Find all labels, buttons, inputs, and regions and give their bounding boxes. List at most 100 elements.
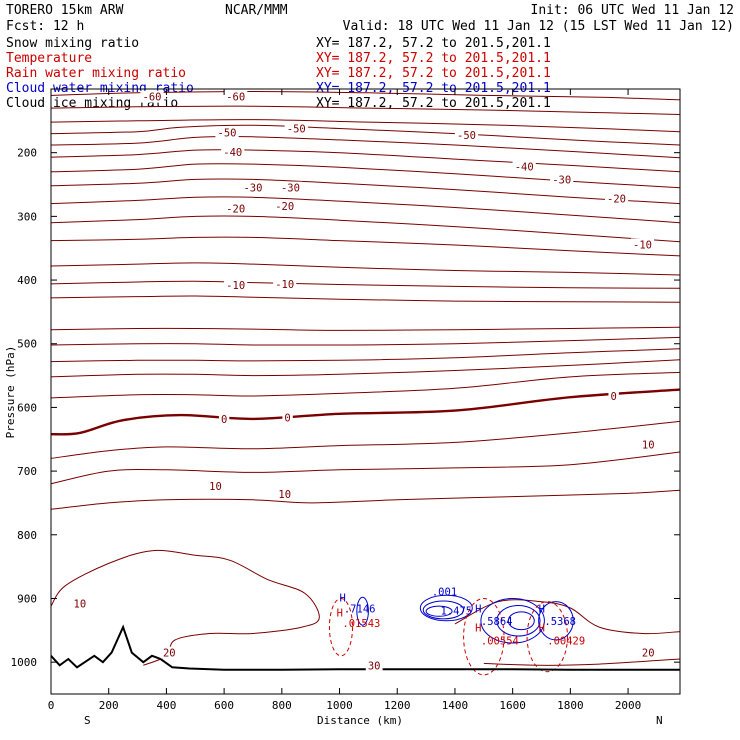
y-tick-label: 500 — [17, 338, 37, 351]
isotherm-label-bg — [550, 173, 574, 186]
isotherm-label-bg — [140, 90, 164, 103]
y-tick-label: 200 — [17, 147, 37, 160]
y-axis-label: Pressure (hPa) — [4, 346, 17, 439]
cloud-water-contour — [425, 605, 453, 617]
isotherm-line — [50, 124, 681, 146]
isotherm-label: -10 — [275, 279, 294, 291]
isotherm-line — [50, 196, 681, 224]
x-tick-label: 400 — [156, 699, 176, 712]
isotherm-label-bg — [608, 389, 619, 402]
isotherm-line — [454, 599, 681, 635]
isotherm-line — [483, 658, 681, 666]
legend-item-xy: XY= 187.2, 57.2 to 201.5,201.1 — [316, 51, 551, 66]
rain-contour — [526, 601, 568, 673]
isotherm-line — [50, 359, 681, 378]
isotherm-line — [50, 451, 681, 485]
isotherm-label: -30 — [243, 183, 262, 195]
isotherm-label: -30 — [552, 174, 571, 186]
isotherm-label: -10 — [633, 239, 652, 251]
terrain-profile — [50, 624, 680, 671]
extremum-label: .5368 — [544, 616, 576, 628]
init-time: Init: 06 UTC Wed 11 Jan 12 — [531, 3, 735, 18]
isotherm-line — [50, 178, 681, 205]
cloud-water-contours — [356, 594, 574, 644]
isotherm-label-bg — [241, 181, 265, 194]
isotherm-label: -60 — [143, 92, 162, 104]
temperature-isotherms — [50, 90, 681, 666]
isotherm-label: -20 — [607, 194, 626, 206]
cloud-water-contour — [419, 594, 473, 622]
isotherm-line — [50, 489, 681, 510]
legend-item-xy: XY= 187.2, 57.2 to 201.5,201.1 — [316, 36, 551, 51]
x-tick-label: 0 — [48, 699, 55, 712]
isotherm-label-bg — [365, 659, 383, 672]
isotherm-label: -60 — [226, 92, 245, 104]
cloud-water-contour — [422, 600, 465, 620]
x-tick-label: 1200 — [384, 699, 411, 712]
isotherm-line — [50, 163, 681, 189]
forecast-hour: Fcst: 12 h — [6, 19, 84, 34]
legend-item-name: Temperature — [6, 51, 92, 66]
extremum-label: 1.475 — [441, 605, 473, 617]
extremum-label: H — [539, 603, 545, 615]
isotherm-line — [50, 236, 681, 257]
isotherm-label-bg — [273, 200, 297, 213]
cloud-water-contour — [507, 611, 535, 631]
isotherm-label-bg — [278, 181, 303, 194]
y-tick-label: 700 — [17, 465, 37, 478]
isotherm-label-bg — [276, 488, 294, 501]
isotherm-label-bg — [71, 597, 89, 610]
isotherm-label: 20 — [163, 648, 176, 660]
plot-frame — [50, 88, 681, 695]
legend-item-name: Rain water mixing ratio — [6, 66, 186, 81]
model-title: TORERO 15km ARW — [6, 3, 124, 18]
isotherm-label: 0 — [284, 413, 290, 425]
cloud-water-contour — [480, 597, 545, 644]
isotherm-label-bg — [160, 646, 178, 659]
y-tick-label: 600 — [17, 401, 37, 414]
rain-contour — [463, 597, 505, 676]
extremum-label: .00554 — [481, 635, 519, 647]
isotherm-line — [50, 549, 320, 666]
isotherm-label-bg — [273, 277, 297, 290]
x-tick-label: 800 — [272, 699, 292, 712]
isotherm-line — [50, 135, 681, 159]
isotherm-label-bg — [284, 122, 308, 135]
isotherm-label: 0 — [221, 414, 227, 426]
y-tick-label: 400 — [17, 274, 37, 287]
extremum-label: .01543 — [342, 618, 380, 630]
isotherm-label: 0 — [610, 391, 616, 403]
isotherm-label: -20 — [226, 204, 245, 216]
y-tick-label: 1000 — [11, 656, 38, 669]
legend-item-xy: XY= 187.2, 57.2 to 201.5,201.1 — [316, 66, 551, 81]
extremum-label: .5864 — [481, 616, 513, 628]
isotherm-line — [50, 348, 681, 363]
isotherm-label-bg — [215, 126, 239, 139]
x-tick-label: 1000 — [326, 699, 353, 712]
extremum-label: H — [539, 623, 545, 635]
extremum-label: .7146 — [344, 603, 376, 615]
isotherm-label-bg — [221, 146, 245, 159]
rain-contours — [328, 597, 568, 676]
isotherm-label-bg — [630, 238, 655, 251]
isotherm-label-bg — [224, 202, 248, 215]
isotherm-line — [50, 388, 681, 436]
isotherm-line — [50, 280, 681, 289]
isotherm-label: -40 — [223, 147, 242, 159]
isotherm-line — [50, 420, 681, 459]
isotherm-label: -50 — [218, 127, 237, 139]
isotherm-label-bg — [604, 192, 629, 205]
x-tick-label: 2000 — [615, 699, 642, 712]
isotherm-label-bg — [207, 479, 224, 492]
terrain-line — [50, 624, 680, 671]
x-axis-label: Distance (km) — [317, 714, 403, 727]
x-tick-label: 200 — [99, 699, 119, 712]
legend: Snow mixing ratio XY= 187.2, 57.2 to 201.… — [6, 36, 551, 111]
isotherm-label: -50 — [457, 130, 476, 142]
x-tick-label: 1400 — [442, 699, 469, 712]
y-tick-label: 900 — [17, 592, 37, 605]
contour-labels: -60 -60 -50 -50 -50 -40 -40 -30 -30 -30 -20 -20 -20 -… — [71, 90, 657, 672]
isotherm-line — [50, 326, 681, 331]
